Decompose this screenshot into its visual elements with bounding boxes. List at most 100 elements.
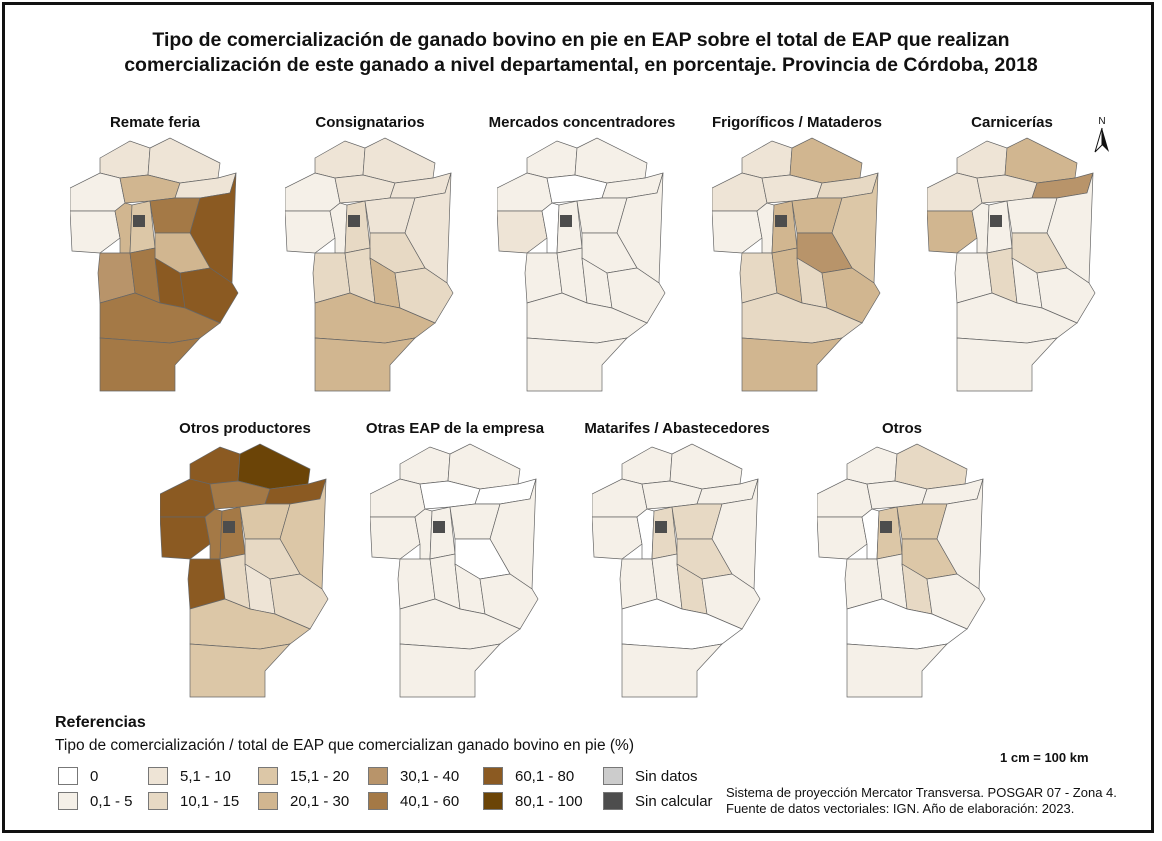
department-polygon: [526, 337, 628, 392]
capital-department-sin-calcular: [560, 215, 572, 227]
legend-item: 60,1 - 80: [483, 767, 574, 785]
legend-item: 15,1 - 20: [258, 767, 349, 785]
department-polygon: [497, 172, 553, 212]
choropleth-map: Otras EAP de la empresa: [360, 398, 550, 700]
department-polygon: [846, 446, 898, 485]
department-polygon: [70, 210, 121, 254]
legend-label: Sin calcular: [635, 792, 713, 810]
legend-item: 30,1 - 40: [368, 767, 459, 785]
department-polygon: [621, 446, 673, 485]
choropleth-map: Otros: [807, 398, 997, 700]
legend-swatch: [58, 792, 78, 810]
province-map: [817, 443, 986, 698]
department-polygon: [314, 140, 366, 179]
province-map: [497, 137, 666, 392]
department-polygon: [70, 172, 126, 212]
legend-swatch: [148, 767, 168, 785]
legend-label: 0: [90, 767, 99, 785]
department-polygon: [894, 443, 968, 490]
department-polygon: [99, 140, 151, 179]
province-map: [592, 443, 761, 698]
legend-item: Sin calcular: [603, 792, 713, 810]
capital-department-sin-calcular: [655, 521, 667, 533]
legend-item: 20,1 - 30: [258, 792, 349, 810]
legend-label: 80,1 - 100: [515, 792, 583, 810]
department-polygon: [956, 337, 1058, 392]
department-polygon: [189, 643, 291, 698]
map-title: Matarifes / Abastecedores: [584, 420, 770, 437]
department-polygon: [189, 446, 241, 485]
figure-title: Tipo de comercialización de ganado bovin…: [0, 28, 1162, 78]
province-map: [927, 137, 1096, 392]
legend-swatch: [258, 767, 278, 785]
map-title: Remate feria: [109, 114, 201, 131]
province-map: [712, 137, 881, 392]
department-polygon: [447, 443, 521, 490]
department-polygon: [712, 210, 763, 254]
department-polygon: [99, 337, 201, 392]
map-title: Frigoríficos / Mataderos: [711, 114, 883, 131]
projection-note: Sistema de proyección Mercator Transvers…: [726, 785, 1117, 800]
choropleth-map: Mercados concentradores: [487, 92, 677, 394]
legend-item: Sin datos: [603, 767, 698, 785]
department-polygon: [817, 478, 873, 518]
map-frame: [2, 2, 1154, 833]
legend-label: 10,1 - 15: [180, 792, 240, 810]
map-title: Consignatarios: [315, 114, 425, 131]
legend-item: 0,1 - 5: [58, 792, 133, 810]
map-title: Carnicerías: [971, 114, 1053, 131]
legend-swatch: [58, 767, 78, 785]
legend-swatch: [368, 767, 388, 785]
legend-label: Sin datos: [635, 767, 698, 785]
department-polygon: [741, 337, 843, 392]
legend-item: 0: [58, 767, 98, 785]
department-polygon: [927, 210, 978, 254]
department-polygon: [314, 337, 416, 392]
department-polygon: [927, 172, 983, 212]
choropleth-map: Matarifes / Abastecedores: [582, 398, 772, 700]
legend-swatch: [603, 792, 623, 810]
department-polygon: [362, 137, 436, 184]
department-polygon: [497, 210, 548, 254]
data-source-note: Fuente de datos vectoriales: IGN. Año de…: [726, 801, 1075, 816]
legend-label: 20,1 - 30: [290, 792, 350, 810]
legend-swatch: [603, 767, 623, 785]
legend-label: 30,1 - 40: [400, 767, 460, 785]
choropleth-map: Consignatarios: [275, 92, 465, 394]
legend-title: Referencias: [55, 714, 146, 731]
department-polygon: [399, 446, 451, 485]
title-line-2: comercialización de este ganado a nivel …: [124, 54, 1038, 76]
legend-swatch: [148, 792, 168, 810]
department-polygon: [237, 443, 311, 490]
department-polygon: [526, 140, 578, 179]
department-polygon: [574, 137, 648, 184]
province-map: [70, 137, 239, 392]
department-polygon: [817, 516, 868, 560]
legend-item: 10,1 - 15: [148, 792, 239, 810]
capital-department-sin-calcular: [433, 521, 445, 533]
capital-department-sin-calcular: [133, 215, 145, 227]
legend-label: 40,1 - 60: [400, 792, 460, 810]
map-title: Otros productores: [179, 420, 311, 437]
province-map: [160, 443, 329, 698]
capital-department-sin-calcular: [880, 521, 892, 533]
north-arrow-icon: N: [1093, 116, 1111, 156]
choropleth-map: Remate feria: [60, 92, 250, 394]
map-title: Mercados concentradores: [488, 114, 676, 131]
department-polygon: [789, 137, 863, 184]
capital-department-sin-calcular: [348, 215, 360, 227]
department-polygon: [712, 172, 768, 212]
province-map: [285, 137, 454, 392]
province-map: [370, 443, 539, 698]
scale-text: 1 cm = 100 km: [1000, 750, 1089, 765]
department-polygon: [285, 210, 336, 254]
department-polygon: [399, 643, 501, 698]
source-note: Sistema de proyección Mercator Transvers…: [726, 785, 1117, 817]
department-polygon: [160, 516, 211, 560]
legend-item: 80,1 - 100: [483, 792, 583, 810]
department-polygon: [592, 478, 648, 518]
capital-department-sin-calcular: [775, 215, 787, 227]
department-polygon: [370, 478, 426, 518]
department-polygon: [370, 516, 421, 560]
department-polygon: [741, 140, 793, 179]
